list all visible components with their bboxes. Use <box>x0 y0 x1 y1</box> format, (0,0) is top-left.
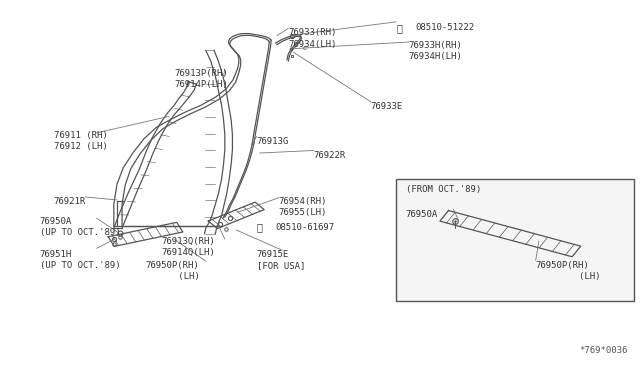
Text: 76950A: 76950A <box>406 210 438 219</box>
Text: 76922R: 76922R <box>314 151 346 160</box>
Bar <box>396 179 634 301</box>
Text: 76951H
(UP TO OCT.'89): 76951H (UP TO OCT.'89) <box>40 250 120 270</box>
Text: 76913G: 76913G <box>257 137 289 145</box>
Text: 08510-61697: 08510-61697 <box>276 223 335 232</box>
Text: 76933E: 76933E <box>371 102 403 111</box>
Text: *769*0036: *769*0036 <box>579 346 628 355</box>
Text: 76911 (RH)
76912 (LH): 76911 (RH) 76912 (LH) <box>54 131 108 151</box>
Text: c: c <box>303 44 308 52</box>
Text: 08510-51222: 08510-51222 <box>415 23 474 32</box>
Text: 76950A
(UP TO OCT.'89): 76950A (UP TO OCT.'89) <box>40 217 120 237</box>
Text: 76933H(RH)
76934H(LH): 76933H(RH) 76934H(LH) <box>409 41 463 61</box>
Text: (FROM OCT.'89): (FROM OCT.'89) <box>406 185 481 194</box>
Text: 76913Q(RH)
76914Q(LH): 76913Q(RH) 76914Q(LH) <box>161 237 215 257</box>
Text: 76921R: 76921R <box>54 197 86 206</box>
Text: 76954(RH)
76955(LH): 76954(RH) 76955(LH) <box>279 197 327 217</box>
Text: Ⓢ: Ⓢ <box>396 23 402 33</box>
Text: Ⓢ: Ⓢ <box>257 223 262 232</box>
Text: 76950P(RH)
        (LH): 76950P(RH) (LH) <box>536 261 600 281</box>
Text: 76915E
[FOR USA]: 76915E [FOR USA] <box>257 250 305 270</box>
Text: 76950P(RH)
      (LH): 76950P(RH) (LH) <box>145 261 199 281</box>
Text: 76933(RH)
76934(LH): 76933(RH) 76934(LH) <box>288 28 337 48</box>
Text: 76913P(RH)
76914P(LH): 76913P(RH) 76914P(LH) <box>174 69 228 89</box>
